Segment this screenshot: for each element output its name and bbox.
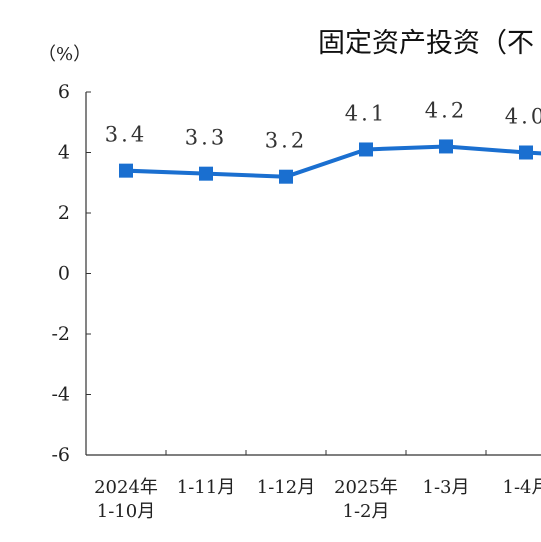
y-tick-label: -2 — [51, 323, 70, 345]
series-group: 3.4 3.3 3.2 4.1 4.2 4.0 — [105, 98, 541, 184]
y-unit-label: （%） — [38, 44, 91, 65]
data-label: 4.2 — [425, 98, 467, 122]
y-tick-label: -6 — [51, 444, 70, 466]
data-point-marker — [279, 169, 293, 184]
x-categories: 2024年 1-10月 1-11月 1-12月 2025年 1-2月 1-3月 1-4月 — [94, 450, 541, 522]
x-category-label: 1-11月 — [177, 477, 235, 498]
data-point-marker — [199, 166, 213, 181]
y-tick-label: 6 — [58, 81, 70, 103]
data-label: 3.4 — [105, 123, 147, 147]
x-category-label: 1-12月 — [257, 477, 315, 498]
data-label: 3.2 — [265, 129, 307, 153]
data-label: 4.0 — [505, 105, 541, 129]
y-ticks: 6 4 2 0 -2 -4 -6 — [51, 81, 91, 466]
x-category-label: 2024年 1-10月 — [94, 477, 158, 522]
data-point-marker — [439, 139, 453, 154]
y-tick-label: -4 — [51, 384, 70, 406]
x-category-label: 1-4月 — [503, 477, 541, 498]
chart-title: 固定资产投资（不 — [318, 28, 534, 59]
x-category-label: 1-3月 — [423, 477, 470, 498]
data-point-marker — [119, 163, 133, 178]
x-category-label: 2025年 1-2月 — [334, 477, 398, 522]
y-tick-label: 4 — [58, 142, 70, 164]
y-tick-label: 2 — [58, 202, 70, 224]
series-line — [125, 144, 541, 179]
y-tick-label: 0 — [58, 263, 70, 285]
data-label: 4.1 — [345, 101, 387, 125]
data-point-marker — [359, 142, 373, 157]
axes — [85, 92, 541, 456]
data-point-marker — [519, 145, 533, 160]
data-label: 3.3 — [185, 126, 227, 150]
